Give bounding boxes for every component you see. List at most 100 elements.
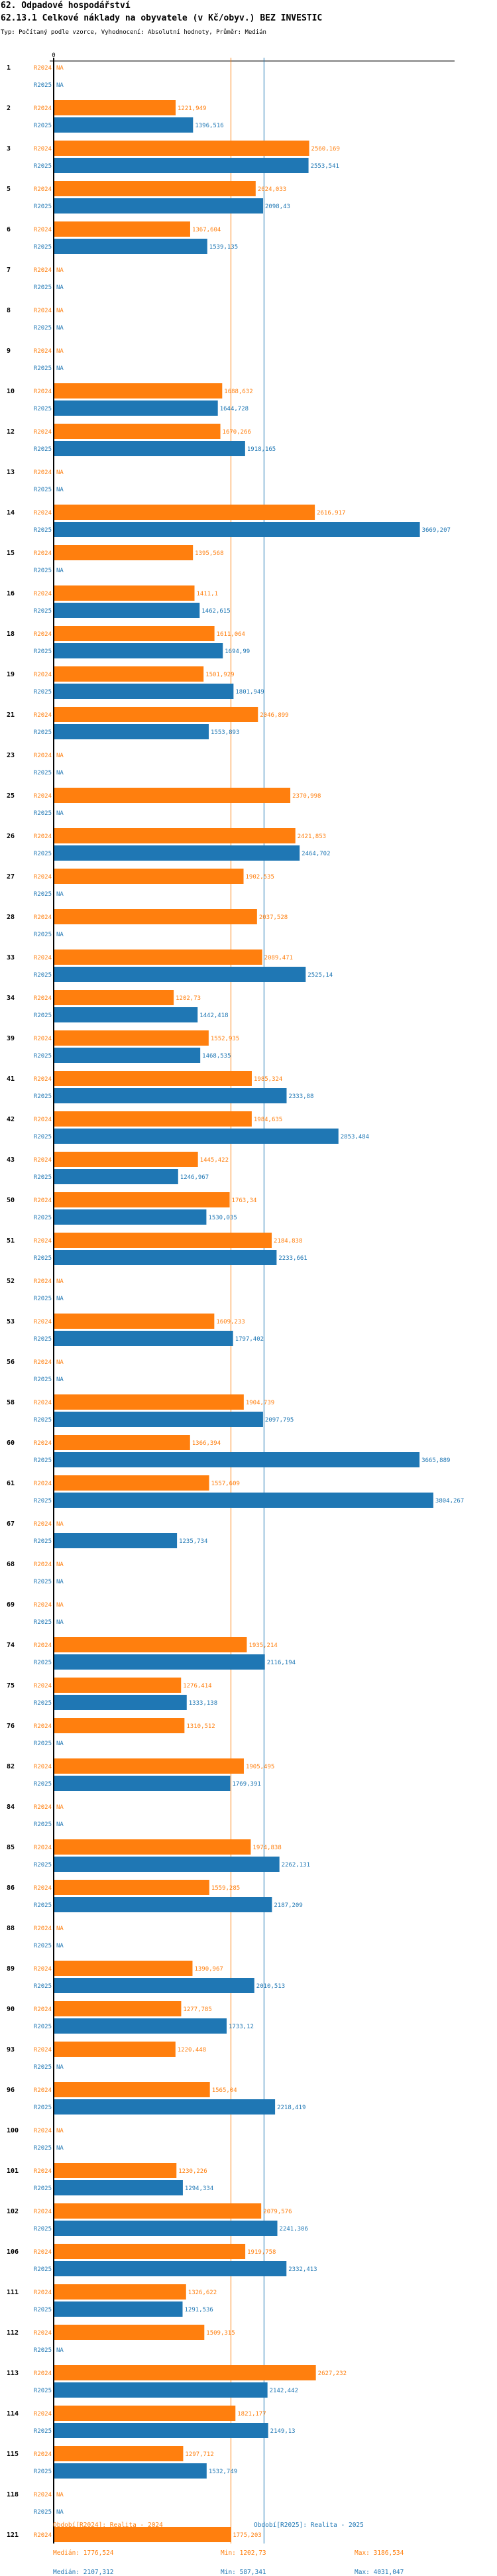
bar-r2025 xyxy=(54,1493,433,1508)
series-label: R2025 xyxy=(34,1902,52,1909)
series-label: R2024 xyxy=(34,1440,52,1447)
category-label: 8 xyxy=(7,307,11,314)
series-label: R2024 xyxy=(34,1764,52,1770)
category-label: 112 xyxy=(7,2329,19,2337)
series-label: R2025 xyxy=(34,770,52,776)
value-label-na: NA xyxy=(56,82,64,89)
series-label: R2025 xyxy=(34,82,52,89)
category-label: 53 xyxy=(7,1318,15,1325)
x-tick-label: 0 xyxy=(52,52,55,59)
value-label: 1565,04 xyxy=(212,2087,237,2094)
value-label: 2233,661 xyxy=(278,1255,307,1262)
series-label: R2024 xyxy=(34,2492,52,2498)
stat-r2025-median: Medián: 2107,312 xyxy=(53,2569,114,2576)
value-label-na: NA xyxy=(56,1602,64,1609)
series-label: R2024 xyxy=(34,348,52,355)
series-label: R2024 xyxy=(34,1926,52,1932)
bar-r2024 xyxy=(54,1192,230,1207)
series-label: R2025 xyxy=(34,2469,52,2475)
bar-r2025 xyxy=(54,1654,265,1670)
bar-r2024 xyxy=(54,1030,209,1046)
bar-r2024 xyxy=(54,1394,244,1410)
category-label: 34 xyxy=(7,995,15,1002)
bar-r2024 xyxy=(54,585,195,601)
category-label: 51 xyxy=(7,1237,15,1245)
value-label: 3804,267 xyxy=(435,1498,464,1504)
value-label-na: NA xyxy=(56,1521,64,1528)
bar-r2024 xyxy=(54,2325,205,2340)
category-label: 90 xyxy=(7,2006,15,2013)
bar-r2025 xyxy=(54,522,420,537)
series-label: R2025 xyxy=(34,2266,52,2273)
bar-r2024 xyxy=(54,2163,177,2178)
value-label: 1609,233 xyxy=(216,1319,245,1325)
value-label: 1396,516 xyxy=(195,123,223,129)
value-label: 1445,422 xyxy=(200,1157,229,1164)
series-label: R2025 xyxy=(34,1619,52,1626)
value-label-na: NA xyxy=(56,1278,64,1285)
series-label: R2025 xyxy=(34,1579,52,1585)
category-label: 26 xyxy=(7,833,15,840)
bar-r2025 xyxy=(54,2221,278,2236)
series-label: R2025 xyxy=(34,729,52,736)
series-label: R2024 xyxy=(34,2370,52,2377)
value-label: 1294,334 xyxy=(185,2185,213,2192)
series-label: R2025 xyxy=(34,1296,52,1302)
bar-r2024 xyxy=(54,221,190,237)
value-label: 1935,214 xyxy=(248,1642,277,1649)
value-label: 2370,998 xyxy=(292,793,321,800)
value-label: 1557,609 xyxy=(211,1481,240,1487)
bar-r2024 xyxy=(54,1758,244,1774)
series-label: R2024 xyxy=(34,955,52,961)
category-label: 10 xyxy=(7,388,15,395)
bar-r2024 xyxy=(54,2203,262,2219)
bar-r2024 xyxy=(54,788,291,803)
value-label-na: NA xyxy=(56,469,64,476)
bar-r2025 xyxy=(54,1978,254,1993)
series-label: R2025 xyxy=(34,2185,52,2192)
value-label: 1733,12 xyxy=(229,2024,254,2030)
series-label: R2024 xyxy=(34,1278,52,1285)
series-label: R2025 xyxy=(34,1215,52,1221)
stat-r2024-min: Min: 1202,73 xyxy=(221,2549,266,2557)
category-label: 43 xyxy=(7,1156,15,1164)
series-label: R2024 xyxy=(34,793,52,800)
value-label: 1821,177 xyxy=(237,2411,266,2418)
value-label: 1333,138 xyxy=(189,1700,217,1707)
category-label: 82 xyxy=(7,1763,15,1770)
bar-r2025 xyxy=(54,1007,198,1022)
bar-r2025 xyxy=(54,2423,268,2438)
value-label: 1539,135 xyxy=(209,244,238,251)
series-label: R2024 xyxy=(34,1359,52,1366)
bar-r2024 xyxy=(54,2001,182,2016)
series-label: R2025 xyxy=(34,487,52,493)
series-label: R2025 xyxy=(34,1336,52,1343)
bar-r2025 xyxy=(54,1452,420,1467)
bar-r2024 xyxy=(54,545,193,560)
value-label: 1801,949 xyxy=(235,689,264,696)
value-label-na: NA xyxy=(56,1741,64,1747)
value-label: 2525,14 xyxy=(307,972,333,979)
value-label: 1984,635 xyxy=(254,1117,282,1123)
bar-r2024 xyxy=(54,2406,236,2421)
value-label: 1530,035 xyxy=(208,1215,237,1221)
bar-r2024 xyxy=(54,666,204,682)
series-label: R2024 xyxy=(34,1804,52,1811)
series-label: R2025 xyxy=(34,2064,52,2071)
value-label-na: NA xyxy=(56,891,64,898)
category-label: 75 xyxy=(7,1682,15,1689)
series-label: R2025 xyxy=(34,244,52,251)
value-label: 1769,391 xyxy=(232,1781,260,1788)
series-label: R2024 xyxy=(34,1885,52,1892)
category-label: 3 xyxy=(7,145,11,153)
value-label: 1670,266 xyxy=(223,429,251,436)
value-label: 2218,419 xyxy=(277,2105,305,2111)
bar-r2025 xyxy=(54,684,234,699)
category-label: 27 xyxy=(7,873,15,881)
bar-r2025 xyxy=(54,2301,183,2317)
series-label: R2025 xyxy=(34,284,52,291)
value-label: 1276,414 xyxy=(183,1683,211,1689)
series-label: R2025 xyxy=(34,689,52,696)
value-label-na: NA xyxy=(56,284,64,291)
